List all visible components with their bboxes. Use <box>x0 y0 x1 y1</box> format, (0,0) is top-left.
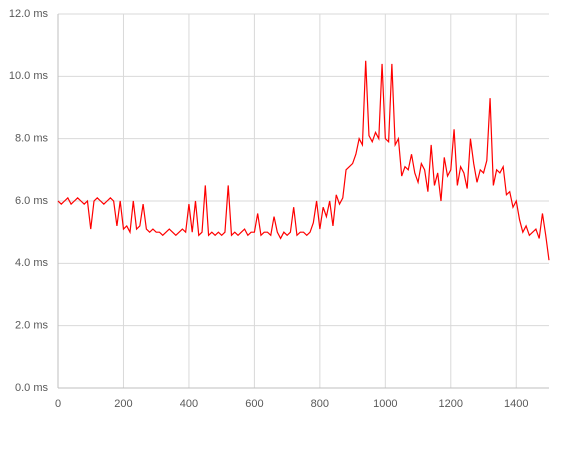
data-line <box>57 60 550 261</box>
x-tick-label: 1000 <box>373 398 397 410</box>
x-tick-label: 0 <box>55 398 61 410</box>
y-tick-label: 2.0 ms <box>15 320 49 332</box>
y-tick-label: 0.0 ms <box>15 382 49 394</box>
y-tick-label: 8.0 ms <box>15 133 49 145</box>
x-tick-label: 400 <box>180 398 198 410</box>
x-tick-label: 1400 <box>504 398 528 410</box>
y-tick-label: 12.0 ms <box>9 8 49 20</box>
y-tick-label: 10.0 ms <box>9 70 49 82</box>
y-tick-label: 6.0 ms <box>15 195 49 207</box>
x-tick-label: 600 <box>245 398 263 410</box>
x-tick-label: 800 <box>311 398 329 410</box>
y-tick-label: 4.0 ms <box>15 257 49 269</box>
x-tick-label: 1200 <box>439 398 463 410</box>
x-tick-label: 200 <box>114 398 132 410</box>
